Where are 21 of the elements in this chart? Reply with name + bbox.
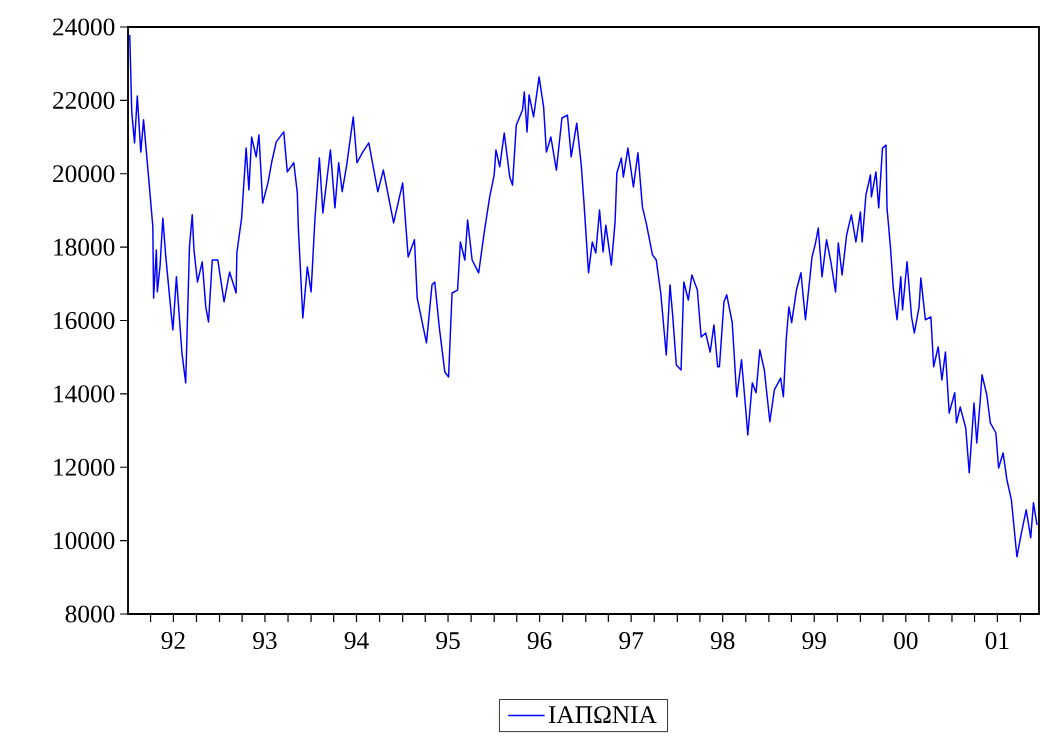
y-tick-label: 20000 [53,165,115,183]
y-tick-label: 16000 [54,311,115,330]
x-tick-label: 98 [710,632,735,650]
y-tick-label: 22000 [53,91,115,109]
y-tick-label: 14000 [54,385,115,403]
x-tick-label: 95 [436,632,460,650]
y-tick-label: 24000 [53,18,115,36]
x-tick-label: 92 [161,632,185,650]
x-tick-label: 94 [344,632,369,650]
y-tick-label: 8000 [65,605,115,623]
y-tick-label: 12000 [54,458,115,476]
line-series [129,34,1038,558]
x-tick-label: 97 [619,632,644,650]
x-tick-label: 00 [894,632,918,650]
x-tick-label: 93 [253,632,277,650]
x-tick-label: 01 [985,632,1009,650]
x-tick-label: 99 [802,632,826,650]
y-tick-label: 10000 [54,532,115,550]
x-tick-label: 96 [527,632,552,650]
legend-label: ΙΑΠΩΝΙΑ [548,706,657,723]
y-tick-label: 18000 [54,238,115,256]
